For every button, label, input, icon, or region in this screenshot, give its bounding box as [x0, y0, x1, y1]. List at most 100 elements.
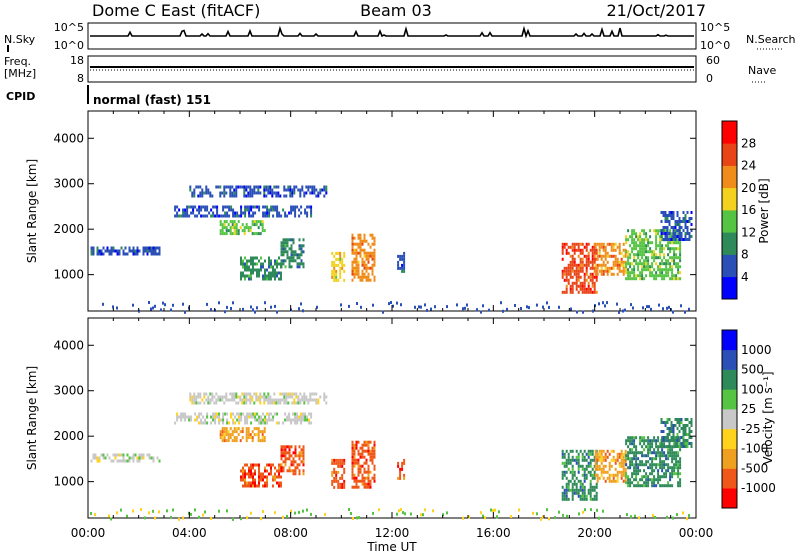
- echo-cell: [542, 515, 544, 519]
- echo-cell: [282, 466, 285, 470]
- echo-cell: [252, 481, 254, 485]
- echo-cell: [594, 458, 597, 462]
- echo-cell: [622, 269, 625, 273]
- echo-cell: [671, 475, 674, 479]
- echo-cell: [229, 436, 232, 440]
- echo-cell: [673, 472, 676, 476]
- echo-cell: [182, 208, 185, 212]
- echo-cell: [305, 395, 308, 399]
- echo-cell: [294, 448, 297, 452]
- echo-cell: [602, 248, 605, 252]
- echo-cell: [273, 401, 276, 405]
- echo-cell: [280, 481, 282, 485]
- echo-cell: [637, 238, 640, 242]
- echo-cell: [242, 259, 244, 263]
- echo-cell: [591, 248, 594, 252]
- echo-cell: [124, 459, 127, 463]
- echo-cell: [296, 463, 299, 467]
- echo-cell: [575, 461, 578, 465]
- echo-cell: [357, 485, 360, 489]
- echo-cell: [401, 269, 404, 273]
- echo-cell: [631, 229, 634, 233]
- echo-cell: [583, 488, 586, 492]
- echo-region: [189, 392, 328, 405]
- echo-cell: [264, 214, 267, 218]
- echo-cell: [210, 421, 213, 425]
- echo-cell: [96, 459, 99, 463]
- echo-cell: [561, 275, 564, 279]
- echo-cell: [240, 274, 242, 278]
- echo-cell: [690, 235, 693, 238]
- echo-cell: [577, 269, 580, 273]
- echo-cell: [266, 208, 269, 212]
- echo-cell: [219, 395, 222, 399]
- echo-cell: [252, 256, 254, 260]
- echo-cell: [591, 284, 594, 288]
- echo-cell: [639, 274, 642, 278]
- echo-cell: [325, 401, 328, 405]
- echo-cell: [142, 249, 145, 253]
- echo-cell: [189, 395, 192, 399]
- echo-cell: [669, 277, 672, 281]
- echo-cell: [282, 469, 285, 473]
- echo-cell: [333, 458, 336, 462]
- echo-cell: [260, 472, 262, 476]
- echo-cell: [365, 257, 368, 261]
- echo-cell: [241, 427, 244, 431]
- echo-cell: [361, 248, 364, 252]
- echo-cell: [191, 401, 194, 405]
- echo-cell: [676, 229, 679, 232]
- echo-cell: [620, 473, 623, 477]
- echo-cell: [244, 211, 247, 215]
- echo-cell: [118, 249, 121, 253]
- echo-cell: [577, 461, 580, 465]
- echo-cell: [627, 274, 630, 278]
- y-tick-label: 3000: [53, 384, 84, 398]
- echo-cell: [645, 232, 648, 236]
- echo-cell: [232, 211, 235, 215]
- echo-cell: [184, 208, 187, 212]
- echo-cell: [243, 185, 246, 189]
- echo-cell: [594, 245, 597, 249]
- echo-cell: [369, 254, 372, 258]
- echo-cell: [361, 464, 364, 468]
- echo-region: [660, 418, 693, 448]
- echo-cell: [294, 250, 297, 254]
- echo-cell: [668, 445, 671, 448]
- echo-cell: [250, 274, 252, 278]
- echo-cell: [594, 473, 597, 477]
- echo-cell: [620, 476, 623, 480]
- echo-cell: [254, 481, 256, 485]
- echo-cell: [98, 456, 101, 460]
- echo-cell: [365, 263, 368, 267]
- echo-cell: [403, 257, 406, 261]
- echo-cell: [583, 254, 586, 258]
- echo-cell: [563, 272, 566, 276]
- echo-cell: [260, 478, 262, 482]
- echo-cell: [666, 436, 669, 439]
- echo-cell: [241, 430, 244, 434]
- echo-cell: [600, 269, 603, 273]
- echo-cell: [677, 454, 680, 458]
- echo-cell: [567, 458, 570, 462]
- echo-cell: [659, 460, 662, 464]
- echo-cell: [333, 254, 336, 258]
- echo-cell: [492, 509, 494, 513]
- echo-cell: [570, 307, 572, 311]
- echo-cell: [446, 305, 448, 309]
- echo-cell: [673, 445, 676, 449]
- echo-cell: [300, 259, 303, 263]
- echo-cell: [627, 262, 630, 266]
- echo-cell: [259, 223, 262, 227]
- echo-cell: [357, 473, 360, 477]
- echo-cell: [283, 194, 286, 198]
- echo-cell: [268, 472, 270, 476]
- echo-cell: [262, 421, 265, 425]
- echo-cell: [629, 448, 632, 452]
- echo-cell: [254, 412, 257, 416]
- echo-cell: [651, 439, 654, 443]
- echo-cell: [351, 236, 354, 240]
- echo-cell: [235, 188, 238, 192]
- echo-cell: [270, 466, 272, 470]
- echo-cell: [659, 484, 662, 488]
